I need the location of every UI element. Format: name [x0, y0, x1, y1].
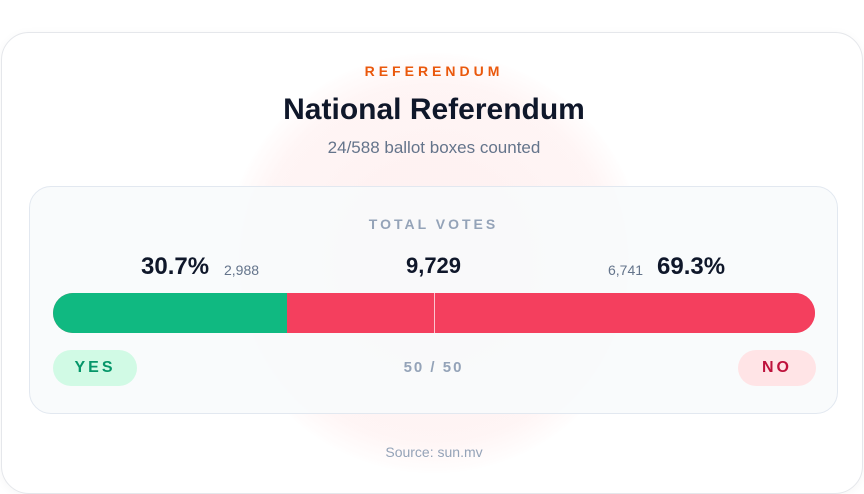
no-pill: NO — [738, 350, 816, 386]
yes-percent: 30.7% — [141, 253, 210, 280]
total-votes: 9,729 — [405, 253, 462, 278]
bar-segment — [53, 293, 287, 333]
no-votes: 6,741 — [608, 262, 644, 278]
result-bar — [53, 293, 815, 333]
results-panel: TOTAL VOTES 30.7% 2,988 9,729 6,741 69.3… — [29, 186, 838, 414]
panel-label: TOTAL VOTES — [368, 216, 499, 232]
bar-segment — [286, 293, 815, 333]
subtitle: 24/588 ballot boxes counted — [327, 138, 541, 157]
page: {"header": {"kicker": "REFERENDUM", "tit… — [1, 32, 863, 494]
source: Source: sun.mv — [385, 444, 483, 460]
card: REFERENDUM National Referendum 24/588 ba… — [1, 32, 863, 494]
midline — [434, 293, 435, 333]
no-percent: 69.3% — [657, 253, 726, 280]
title: National Referendum — [283, 93, 585, 126]
yes-votes: 2,988 — [224, 262, 260, 278]
split-label: 50 / 50 — [403, 359, 464, 376]
kicker: REFERENDUM — [364, 63, 504, 79]
yes-pill: YES — [53, 350, 137, 386]
